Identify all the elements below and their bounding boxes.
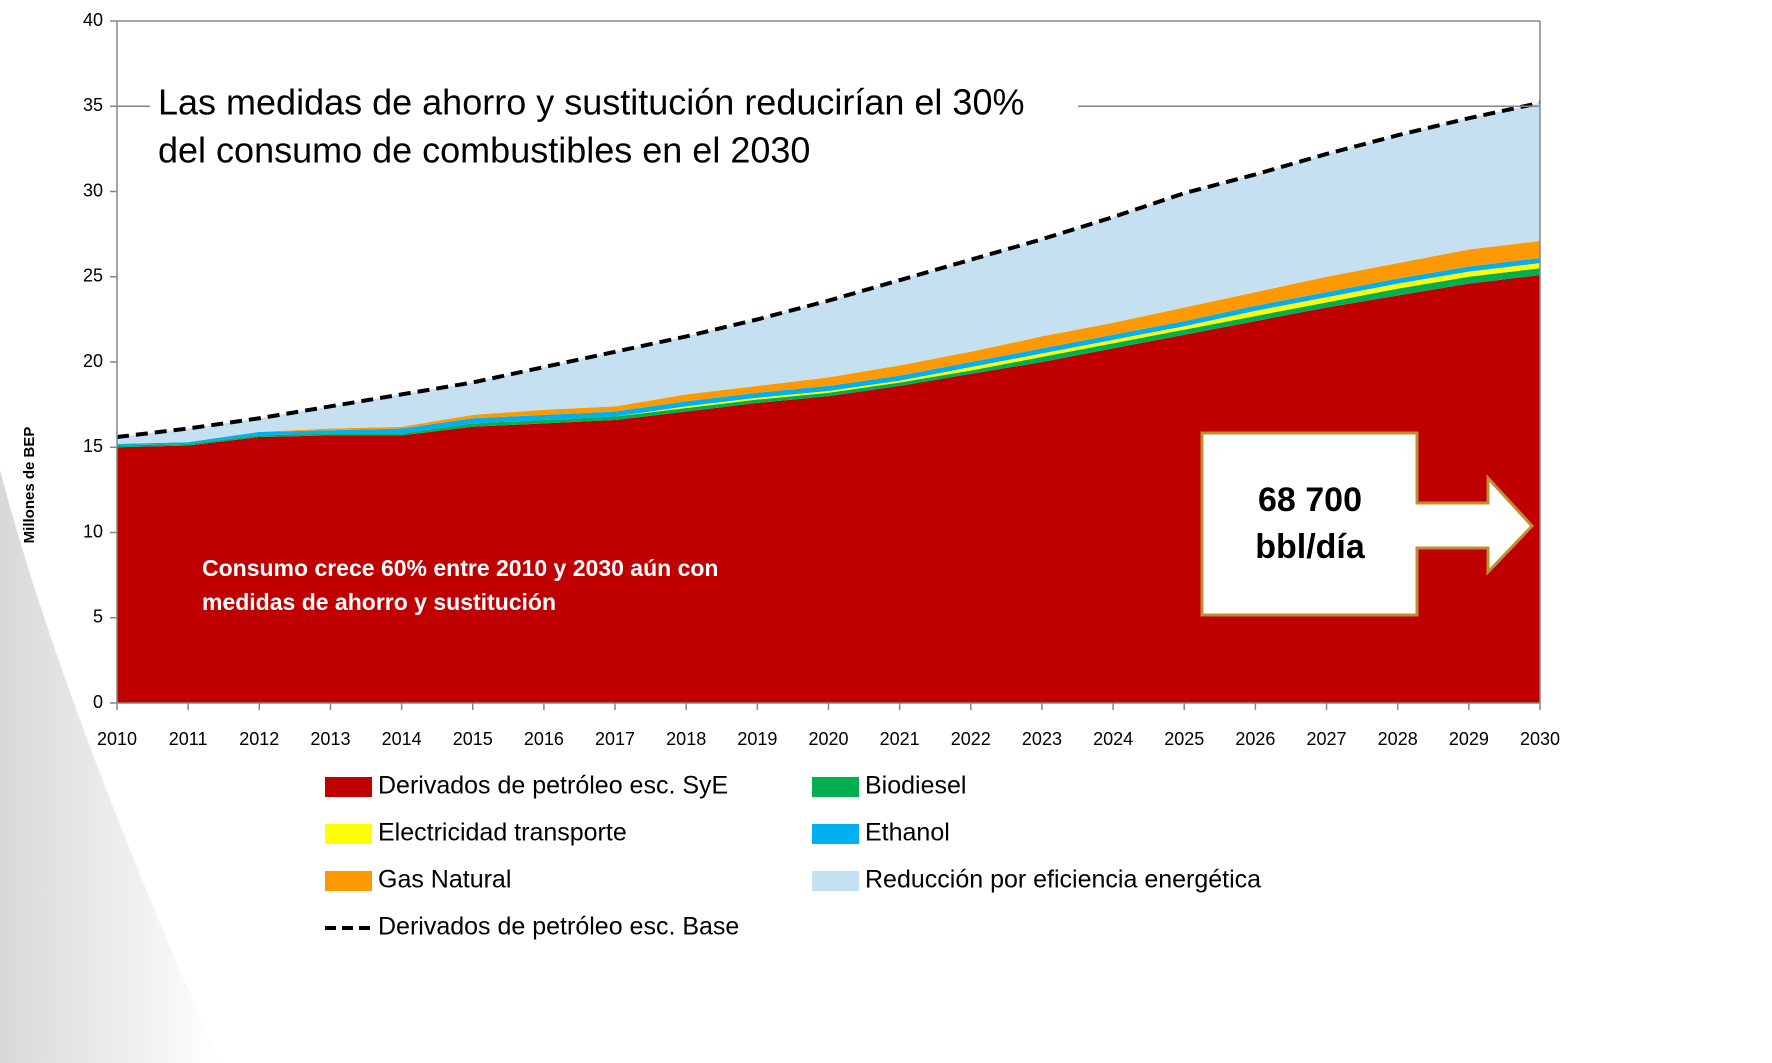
legend-swatch (812, 824, 859, 844)
y-tick-label: 15 (83, 436, 103, 456)
y-tick-label: 20 (83, 351, 103, 371)
legend-label: Ethanol (865, 819, 950, 847)
legend-label: Reducción por eficiencia energética (865, 866, 1261, 894)
y-tick-label: 40 (83, 10, 103, 30)
x-tick-label: 2027 (1307, 729, 1347, 749)
legend-swatch (812, 871, 859, 891)
x-tick-label: 2010 (97, 729, 137, 749)
legend-label: Derivados de petróleo esc. Base (378, 913, 739, 941)
legend-label: Gas Natural (378, 866, 511, 894)
x-tick-label: 2021 (880, 729, 920, 749)
y-tick-label: 0 (93, 692, 103, 712)
annotation-text: medidas de ahorro y sustitución (202, 589, 556, 615)
x-tick-label: 2018 (666, 729, 706, 749)
x-tick-label: 2012 (239, 729, 279, 749)
y-tick-label: 5 (93, 607, 103, 627)
x-tick-label: 2014 (382, 729, 422, 749)
annotation-box (150, 82, 1078, 192)
x-tick-label: 2029 (1449, 729, 1489, 749)
y-tick-label: 30 (83, 180, 103, 200)
callout-text: 68 700 (1258, 481, 1362, 519)
x-tick-label: 2020 (808, 729, 848, 749)
x-tick-label: 2028 (1378, 729, 1418, 749)
x-tick-label: 2019 (737, 729, 777, 749)
x-tick-label: 2024 (1093, 729, 1133, 749)
annotation-text: Las medidas de ahorro y sustitución redu… (158, 82, 1024, 123)
legend-label: Derivados de petróleo esc. SyE (378, 772, 728, 800)
callout-text: bbl/día (1255, 528, 1366, 566)
legend-label: Electricidad transporte (378, 819, 627, 847)
x-tick-label: 2015 (453, 729, 493, 749)
x-tick-label: 2025 (1164, 729, 1204, 749)
y-tick-label: 25 (83, 266, 103, 286)
x-tick-label: 2023 (1022, 729, 1062, 749)
area (117, 275, 1540, 703)
annotation-text: del consumo de combustibles en el 2030 (158, 130, 810, 171)
x-tick-label: 2017 (595, 729, 635, 749)
x-tick-label: 2011 (169, 729, 208, 749)
legend-swatch (325, 871, 372, 891)
legend-swatch (325, 777, 372, 797)
y-tick-label: 10 (83, 521, 103, 541)
y-tick-label: 35 (83, 95, 103, 115)
x-tick-label: 2022 (951, 729, 991, 749)
legend-swatch (812, 777, 859, 797)
annotation-text: Consumo crece 60% entre 2010 y 2030 aún … (202, 555, 718, 581)
x-tick-label: 2013 (310, 729, 350, 749)
x-tick-label: 2016 (524, 729, 564, 749)
dashed-line (116, 100, 1541, 440)
y-axis-label: Millones de BEP (21, 427, 38, 544)
legend-swatch (325, 824, 372, 844)
x-tick-label: 2026 (1235, 729, 1275, 749)
arrow-callout (1200, 431, 1535, 617)
x-tick-label: 2030 (1520, 729, 1560, 749)
legend-label: Biodiesel (865, 772, 966, 800)
background-swoosh (0, 470, 220, 1063)
